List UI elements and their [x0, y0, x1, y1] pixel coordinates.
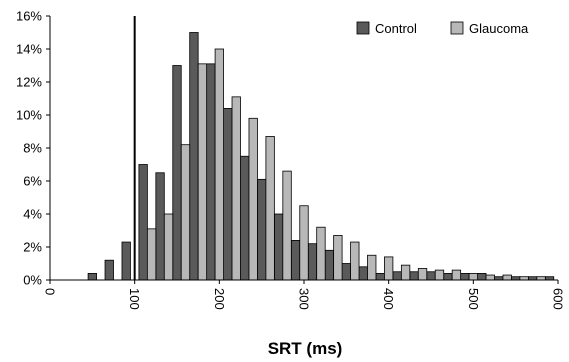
axes-layer: 0% 2% 4% 6% 8% 10% 12% 14% 16% 0 100 200 300 400 500 60… — [16, 9, 566, 310]
bar-control-430 — [409, 271, 419, 281]
bar-glaucoma-420 — [400, 264, 411, 281]
y-tick-label: 12% — [16, 75, 42, 90]
x-tick-label: 300 — [297, 288, 312, 310]
bar-glaucoma-460 — [434, 269, 445, 281]
x-tick-label: 400 — [381, 288, 396, 310]
bar-control-70 — [104, 259, 114, 281]
bar-glaucoma-260 — [265, 136, 275, 281]
legend-label: Control — [375, 21, 417, 36]
bar-control-450 — [426, 271, 436, 281]
bar-glaucoma-540 — [502, 274, 512, 281]
y-tick-label: 8% — [23, 141, 42, 156]
bar-control-110 — [138, 164, 148, 281]
y-tick-label: 16% — [16, 9, 42, 24]
bar-control-210 — [223, 108, 233, 281]
x-tick-label: 100 — [127, 288, 142, 310]
bar-glaucoma-440 — [417, 268, 428, 281]
bar-glaucoma-480 — [451, 269, 462, 281]
y-tick-label: 4% — [23, 207, 42, 222]
bar-control-290 — [290, 239, 301, 281]
bar-control-350 — [341, 263, 351, 281]
y-tick-label: 6% — [23, 174, 42, 189]
bar-glaucoma-340 — [333, 235, 343, 281]
bars-layer — [87, 32, 555, 281]
bar-glaucoma-400 — [384, 256, 394, 281]
bar-glaucoma-280 — [282, 170, 292, 281]
legend-item-glaucoma: Glaucoma — [450, 21, 529, 36]
bar-control-490 — [460, 272, 470, 281]
bar-glaucoma-220 — [231, 96, 241, 281]
bar-control-270 — [273, 213, 284, 281]
x-axis-title: SRT (ms) — [268, 339, 343, 358]
bar-control-130 — [155, 172, 165, 281]
y-tick-label: 2% — [23, 240, 42, 255]
bar-control-230 — [240, 155, 250, 281]
legend-label: Glaucoma — [469, 21, 529, 36]
bar-control-510 — [477, 272, 487, 281]
legend-swatch — [356, 21, 370, 35]
bar-glaucoma-360 — [350, 241, 360, 281]
bar-glaucoma-200 — [214, 48, 224, 281]
bar-glaucoma-140 — [163, 213, 174, 281]
y-tick-label: 10% — [16, 108, 42, 123]
bar-glaucoma-240 — [248, 117, 258, 281]
bar-control-250 — [257, 178, 267, 281]
bar-control-410 — [392, 271, 402, 281]
x-tick-label: 500 — [466, 288, 481, 310]
y-tick-label: 14% — [16, 42, 42, 57]
y-tick-label: 0% — [23, 273, 42, 288]
bar-glaucoma-520 — [485, 274, 495, 281]
x-tick-label: 600 — [551, 288, 566, 310]
bar-control-190 — [206, 63, 216, 281]
bar-glaucoma-180 — [197, 63, 208, 281]
bar-glaucoma-120 — [146, 228, 157, 281]
bar-glaucoma-320 — [316, 226, 326, 281]
bar-glaucoma-500 — [468, 272, 478, 281]
bar-glaucoma-380 — [367, 254, 377, 281]
bar-control-330 — [324, 249, 335, 281]
bar-control-50 — [87, 272, 97, 281]
x-tick-label: 200 — [212, 288, 227, 310]
bar-control-90 — [121, 241, 131, 281]
bar-glaucoma-300 — [299, 205, 309, 281]
bar-control-150 — [172, 65, 182, 281]
x-tick-label: 0 — [43, 288, 58, 295]
series-glaucoma — [146, 48, 546, 281]
bar-control-470 — [443, 272, 453, 281]
legend: Control Glaucoma — [356, 21, 529, 36]
legend-swatch — [450, 21, 464, 35]
bar-control-170 — [189, 32, 199, 281]
legend-item-control: Control — [356, 21, 417, 36]
bar-control-390 — [375, 272, 385, 281]
bar-control-310 — [307, 243, 318, 281]
bar-glaucoma-160 — [180, 144, 191, 281]
bar-control-370 — [358, 266, 368, 281]
